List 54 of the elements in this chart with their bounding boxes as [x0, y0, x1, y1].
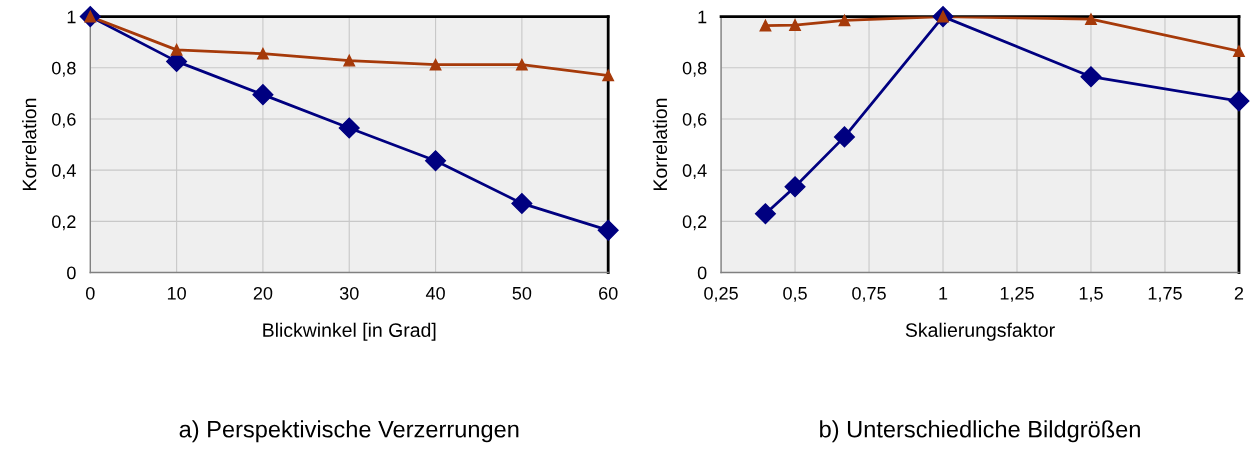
y-axis-title: Korrelation [22, 98, 37, 190]
point [429, 58, 442, 71]
y-tick-label: 0,8 [682, 61, 707, 77]
y-tick-label: 0,6 [682, 112, 707, 128]
text: b) Unterschiedliche Bildgrößen [820, 420, 1140, 443]
point [343, 54, 356, 67]
y-tick-label: 1 [67, 10, 76, 24]
y-tick-label: 0 [67, 266, 76, 280]
y-tick-label: 0,6 [52, 112, 76, 128]
point [252, 84, 274, 106]
y-tick-label: 0,2 [52, 215, 76, 231]
x-axis-title: Blickwinkel [in Grad] [263, 322, 436, 341]
point [838, 14, 851, 27]
point [602, 69, 615, 82]
point [1080, 66, 1102, 88]
point [1085, 13, 1097, 26]
x-tick-label: 60 [599, 286, 618, 300]
point [754, 203, 776, 225]
x-tick-label: 50 [512, 286, 532, 300]
point [1233, 45, 1245, 58]
y-tick-label: 0 [697, 266, 707, 280]
y-tick-label: 0,2 [682, 215, 707, 231]
point [597, 219, 619, 241]
point [257, 47, 269, 60]
x-tick-label: 1,25 [1000, 286, 1034, 302]
x-tick-label: 2 [1234, 286, 1244, 300]
point [511, 192, 533, 214]
y-tick-label: 0,8 [52, 61, 76, 77]
point [784, 176, 806, 198]
point [759, 19, 772, 32]
point [425, 150, 447, 172]
x-tick-label: 0 [85, 286, 95, 300]
y-tick-label: 0,4 [52, 164, 76, 180]
y-axis-title: Korrelation [652, 98, 668, 190]
x-tick-label: 20 [253, 286, 273, 300]
x-tick-label: 0,5 [783, 286, 807, 302]
text: a) Perspektivische Verzerrungen [179, 420, 519, 443]
point [833, 126, 855, 148]
x-tick-label: 40 [425, 286, 445, 300]
point [789, 19, 801, 31]
x-tick-label: 10 [167, 286, 186, 300]
y-tick-label: 0,4 [682, 164, 707, 180]
point [515, 58, 528, 71]
x-tick-label: 0,75 [852, 286, 886, 302]
x-axis-title: Skalierungsfaktor [905, 322, 1055, 341]
x-tick-label: 30 [339, 286, 359, 300]
point [338, 117, 360, 139]
point [1228, 90, 1250, 112]
y-tick-label: 1 [698, 10, 707, 24]
x-tick-label: 0,25 [704, 286, 738, 302]
point [170, 43, 183, 56]
x-tick-label: 1 [939, 287, 948, 300]
x-tick-label: 1,75 [1148, 287, 1182, 302]
x-tick-label: 1,5 [1079, 287, 1103, 302]
